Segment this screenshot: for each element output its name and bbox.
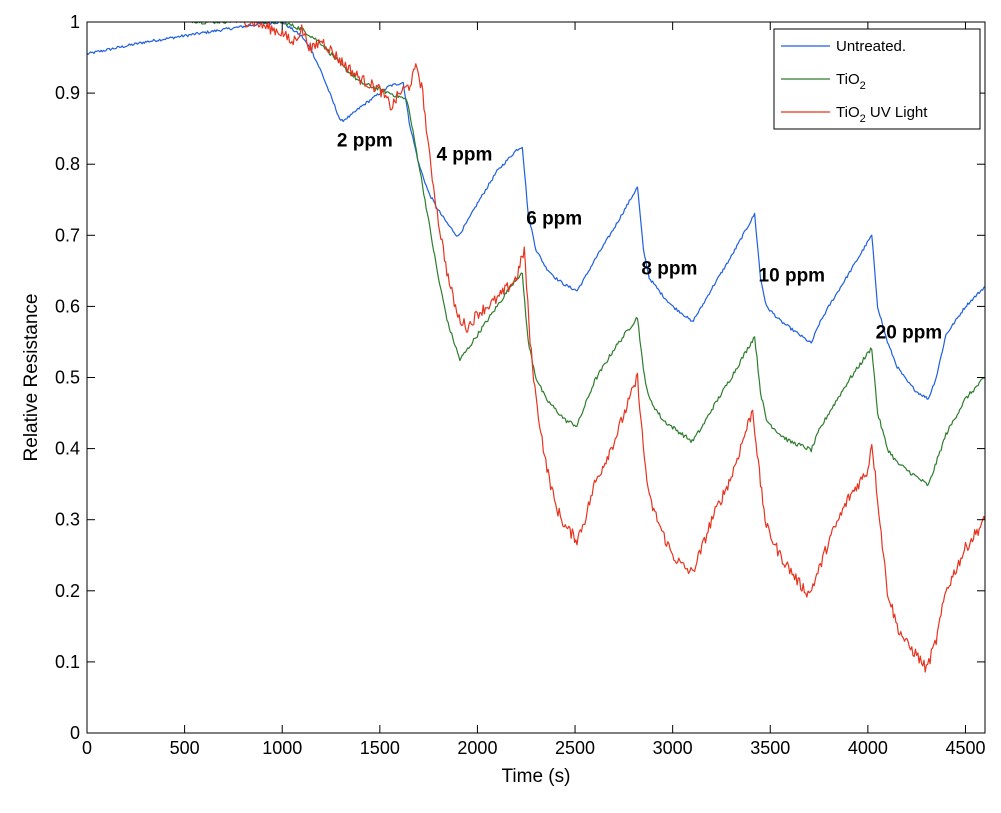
annotation-label: 2 ppm [337, 130, 393, 151]
annotation-label: 10 ppm [759, 266, 826, 287]
y-tick-label: 0.4 [55, 439, 80, 459]
y-tick-label: 0.6 [55, 296, 80, 316]
series-line-tio2-uv-light [230, 22, 985, 673]
x-tick-label: 3000 [653, 738, 693, 758]
y-tick-label: 0.7 [55, 225, 80, 245]
annotation-label: 6 ppm [526, 209, 582, 230]
x-tick-label: 4500 [945, 738, 985, 758]
x-tick-label: 3500 [750, 738, 790, 758]
x-tick-label: 1500 [360, 738, 400, 758]
x-tick-label: 4000 [848, 738, 888, 758]
y-tick-label: 0.8 [55, 154, 80, 174]
y-tick-label: 0.9 [55, 83, 80, 103]
series-line-untreated [87, 22, 985, 400]
y-tick-label: 1 [70, 12, 80, 32]
y-axis-title: Relative Resistance [21, 294, 42, 462]
y-tick-label: 0.2 [55, 581, 80, 601]
annotations: 2 ppm 4 ppm 6 ppm 8 ppm 10 ppm 20 ppm [337, 130, 942, 343]
x-tick-label: 1000 [262, 738, 302, 758]
annotation-label: 20 ppm [876, 322, 943, 343]
annotation-label: 4 ppm [436, 145, 492, 166]
legend: Untreated. TiO2 TiO2 UV Light [773, 28, 981, 130]
annotation-label: 8 ppm [641, 258, 697, 279]
x-tick-label: 0 [82, 738, 92, 758]
y-tick-label: 0.1 [55, 652, 80, 672]
y-tick-label: 0.5 [55, 368, 80, 388]
legend-label-tio2-uv: TiO2 UV Light [836, 104, 928, 125]
plot-area [87, 22, 985, 673]
series-line-tio2 [191, 22, 985, 487]
x-tick-label: 500 [170, 738, 200, 758]
y-tick-label: 0 [70, 723, 80, 743]
y-tick-label: 0.3 [55, 510, 80, 530]
x-tick-label: 2000 [457, 738, 497, 758]
x-tick-label: 2500 [555, 738, 595, 758]
legend-label-untreated: Untreated. [836, 38, 906, 55]
legend-label-tio2: TiO2 [836, 71, 866, 92]
x-axis-title: Time (s) [502, 766, 571, 787]
axis-ticks: 0 500 1000 1500 2000 2500 3000 3500 4000 4500 0 0.1… [55, 12, 986, 758]
